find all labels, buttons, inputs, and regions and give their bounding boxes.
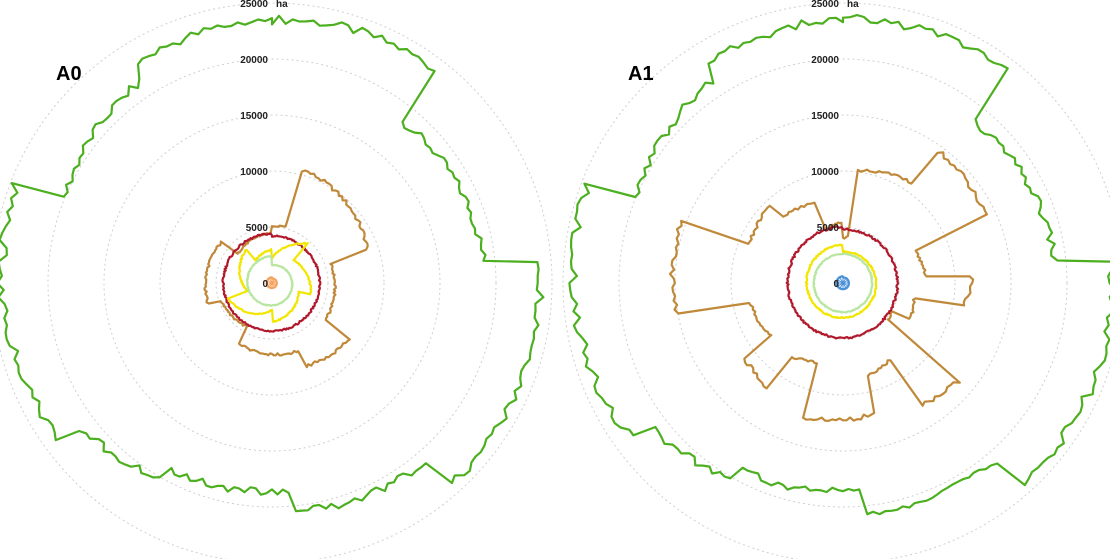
series-line-0 (0, 14, 545, 513)
grid-ring (674, 114, 1012, 452)
r-axis-unit: ha (847, 0, 859, 10)
radar-chart-a1: 0 5000 10000 15000 20000 25000 ha A1 (562, 0, 1110, 559)
center-spoke (836, 282, 844, 287)
r-axis-unit: ha (276, 0, 288, 10)
grid-ring (215, 226, 329, 340)
series-line-0 (568, 14, 1110, 516)
r-tick-label: 5000 (817, 223, 840, 234)
r-tick-label: 5000 (246, 223, 269, 234)
center-spoke (842, 282, 850, 287)
r-tick-label: 20000 (811, 55, 839, 66)
grid-ring (103, 114, 441, 452)
series-line-3 (226, 241, 313, 323)
grid-ring (47, 58, 497, 508)
center-spoke (836, 279, 844, 284)
r-tick-label: 15000 (811, 111, 839, 122)
r-tick-label: 10000 (240, 167, 268, 178)
center-spoke (839, 282, 844, 290)
r-tick-label: 10000 (811, 167, 839, 178)
series-line-1 (203, 169, 369, 369)
center-spoke (268, 277, 273, 284)
series-line-1 (668, 151, 988, 422)
r-tick-label: 20000 (240, 55, 268, 66)
series-line-2 (785, 225, 900, 340)
r-tick-label: 25000 (811, 0, 839, 10)
series-line-2 (221, 232, 322, 333)
center-spoke (842, 279, 850, 284)
grid-ring (618, 58, 1068, 508)
r-tick-label: 0 (833, 279, 839, 290)
center-spoke (842, 276, 847, 284)
series-line-4 (245, 254, 294, 307)
panel-label: A1 (628, 63, 654, 85)
grid-ring (0, 2, 553, 559)
r-tick-label: 25000 (240, 0, 268, 10)
grid-ring (730, 170, 956, 396)
panel-label: A0 (56, 63, 82, 85)
grid-ring (159, 170, 385, 396)
center-spoke (839, 276, 844, 284)
r-tick-label: 0 (262, 279, 268, 290)
series-line-4 (812, 252, 874, 314)
r-tick-label: 15000 (240, 111, 268, 122)
center-spoke (842, 282, 847, 290)
series-line-3 (805, 243, 878, 320)
radar-chart-a0: 0 5000 10000 15000 20000 25000 ha A0 (0, 0, 553, 559)
